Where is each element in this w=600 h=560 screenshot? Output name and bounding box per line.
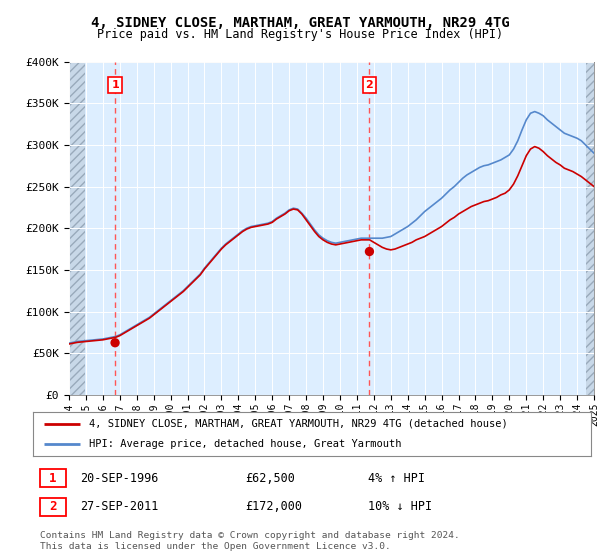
Text: 4, SIDNEY CLOSE, MARTHAM, GREAT YARMOUTH, NR29 4TG (detached house): 4, SIDNEY CLOSE, MARTHAM, GREAT YARMOUTH… (89, 419, 508, 429)
FancyBboxPatch shape (40, 469, 67, 487)
Point (110, 338, 120, 347)
Text: 2: 2 (49, 500, 57, 514)
Text: 4, SIDNEY CLOSE, MARTHAM, GREAT YARMOUTH, NR29 4TG: 4, SIDNEY CLOSE, MARTHAM, GREAT YARMOUTH… (91, 16, 509, 30)
Bar (69, 62, 85, 395)
Text: Price paid vs. HM Land Registry's House Price Index (HPI): Price paid vs. HM Land Registry's House … (97, 28, 503, 41)
Text: This data is licensed under the Open Government Licence v3.0.: This data is licensed under the Open Gov… (40, 542, 391, 550)
Point (365, 247, 374, 256)
Text: 10% ↓ HPI: 10% ↓ HPI (368, 500, 432, 514)
Text: HPI: Average price, detached house, Great Yarmouth: HPI: Average price, detached house, Grea… (89, 439, 401, 449)
Bar (586, 62, 594, 395)
FancyBboxPatch shape (40, 498, 67, 516)
Text: 1: 1 (49, 472, 57, 484)
Text: 20-SEP-1996: 20-SEP-1996 (80, 472, 159, 484)
Text: £62,500: £62,500 (245, 472, 295, 484)
Text: £172,000: £172,000 (245, 500, 302, 514)
Text: Contains HM Land Registry data © Crown copyright and database right 2024.: Contains HM Land Registry data © Crown c… (40, 531, 460, 540)
Text: 1: 1 (111, 80, 119, 90)
Text: 27-SEP-2011: 27-SEP-2011 (80, 500, 159, 514)
Text: 2: 2 (365, 80, 373, 90)
Text: 4% ↑ HPI: 4% ↑ HPI (368, 472, 425, 484)
